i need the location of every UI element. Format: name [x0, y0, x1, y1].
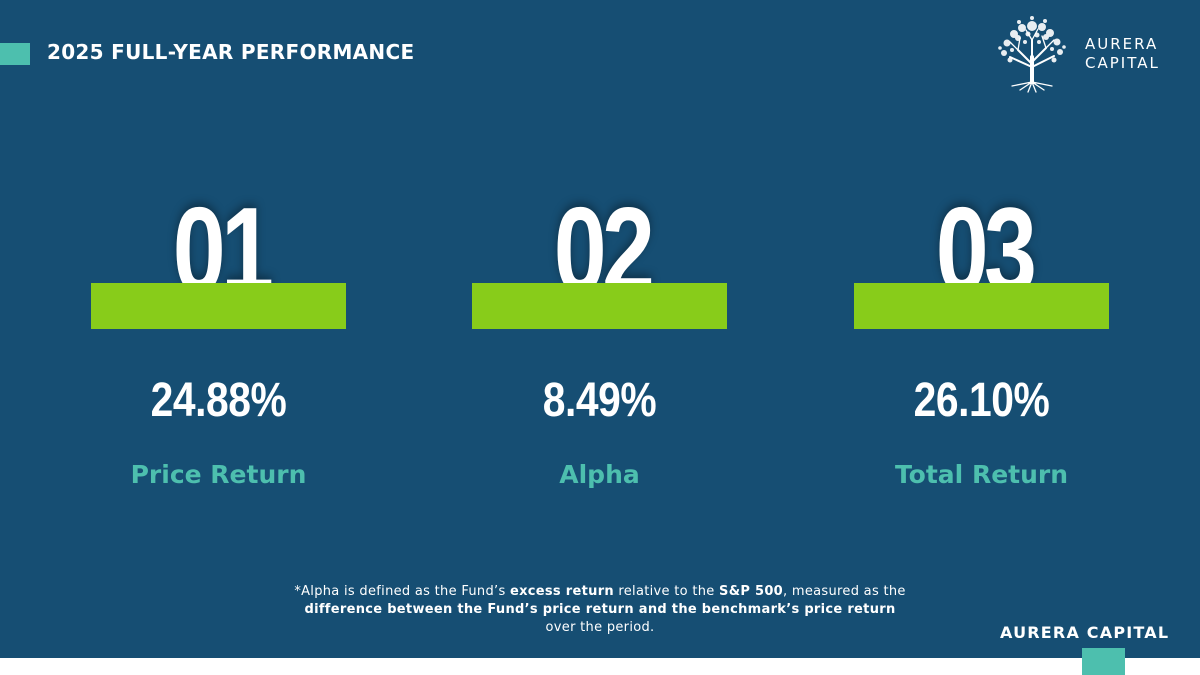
header-accent-block: [0, 43, 30, 65]
tree-icon: [998, 16, 1066, 93]
metric-label: Alpha: [559, 460, 640, 489]
footer-brand: AURERA CAPITAL: [1000, 623, 1170, 642]
footnote-bold: excess return: [509, 584, 614, 599]
logo-wordmark: AURERA CAPITAL: [1085, 35, 1160, 73]
alpha-footnote: *Alpha is defined as the Fund’s excess r…: [290, 583, 910, 637]
metric-card-price-return: 01 24.88% Price Return: [91, 175, 351, 505]
footnote-text: *Alpha is defined as the Fund’s: [294, 584, 510, 599]
logo-line-1: AURERA: [1085, 35, 1159, 53]
footnote-text: , measured as the: [783, 584, 906, 599]
metric-label: Total Return: [894, 460, 1069, 489]
company-logo: AURERA CAPITAL: [992, 12, 1172, 97]
logo-line-2: CAPITAL: [1085, 54, 1160, 72]
footnote-bold: difference between the Fund’s price retu…: [304, 602, 896, 617]
page-title: 2025 FULL-YEAR PERFORMANCE: [47, 40, 415, 64]
metric-bar: [472, 283, 727, 329]
metric-label: Price Return: [130, 460, 307, 489]
metric-number: 02: [553, 182, 655, 287]
metric-number: 01: [172, 182, 274, 287]
metric-card-alpha: 02 8.49% Alpha: [472, 175, 732, 505]
metric-value: 24.88%: [150, 374, 287, 427]
metric-card-total-return: 03 26.10% Total Return: [854, 175, 1114, 505]
bottom-accent-block: [1082, 648, 1125, 675]
metric-value: 8.49%: [542, 374, 657, 427]
footnote-bold: S&P 500: [719, 584, 784, 599]
metric-value: 26.10%: [913, 374, 1050, 427]
metric-number: 03: [935, 182, 1037, 287]
footnote-text: relative to the: [613, 584, 720, 599]
bottom-strip: [0, 658, 1200, 675]
metric-bar: [854, 283, 1109, 329]
footnote-text: over the period.: [545, 620, 655, 635]
metric-bar: [91, 283, 346, 329]
